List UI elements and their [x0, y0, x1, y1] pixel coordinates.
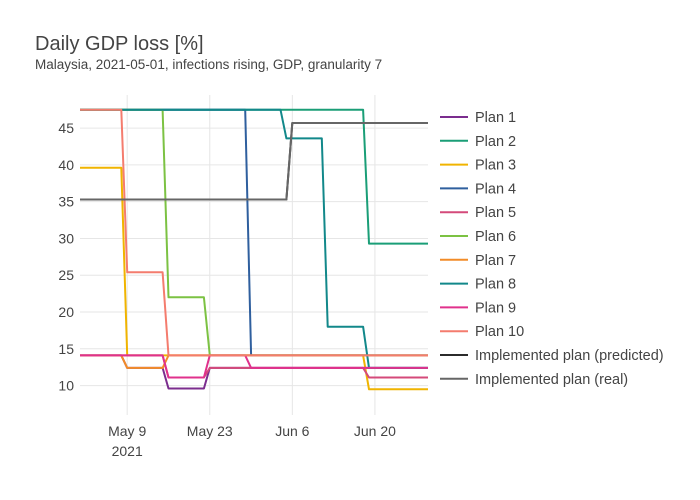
x-tick-year-label: 2021: [112, 443, 143, 459]
legend-label: Plan 6: [475, 229, 516, 245]
x-tick-label: May 23: [187, 423, 233, 439]
x-tick-label: Jun 20: [354, 423, 396, 439]
series-line-2: [80, 108, 428, 245]
legend-label: Plan 10: [475, 324, 524, 340]
series-line-12: [80, 122, 428, 201]
legend-label: Plan 3: [475, 158, 516, 174]
x-tick-label: Jun 6: [275, 423, 309, 439]
y-tick-label: 20: [58, 304, 74, 320]
series-line-1: [80, 354, 428, 390]
x-tick-label: May 9: [108, 423, 146, 439]
y-tick-label: 30: [58, 230, 74, 246]
series-line-7: [80, 354, 428, 369]
legend-label: Plan 2: [475, 134, 516, 150]
series-line-10: [80, 108, 428, 357]
legend-label: Implemented plan (real): [475, 372, 628, 388]
legend-label: Plan 1: [475, 110, 516, 126]
chart-title: Daily GDP loss [%]: [35, 33, 204, 55]
y-tick-label: 45: [58, 120, 74, 136]
series-line-6: [80, 108, 428, 357]
series-line-8: [80, 108, 428, 369]
legend-label: Plan 5: [475, 205, 516, 221]
legend-label: Plan 4: [475, 181, 516, 197]
y-tick-label: 25: [58, 267, 74, 283]
chart-subtitle: Malaysia, 2021-05-01, infections rising,…: [35, 57, 383, 72]
y-tick-label: 15: [58, 341, 74, 357]
series-line-5: [80, 354, 428, 379]
series-line-9: [80, 354, 428, 379]
y-tick-label: 35: [58, 194, 74, 210]
legend-label: Plan 7: [475, 253, 516, 269]
legend-label: Plan 9: [475, 300, 516, 316]
legend-label: Plan 8: [475, 277, 516, 293]
series-line-11: [80, 122, 428, 201]
series-line-4: [80, 108, 428, 357]
legend-label: Implemented plan (predicted): [475, 348, 664, 364]
y-tick-label: 40: [58, 157, 74, 173]
y-tick-label: 10: [58, 378, 74, 394]
